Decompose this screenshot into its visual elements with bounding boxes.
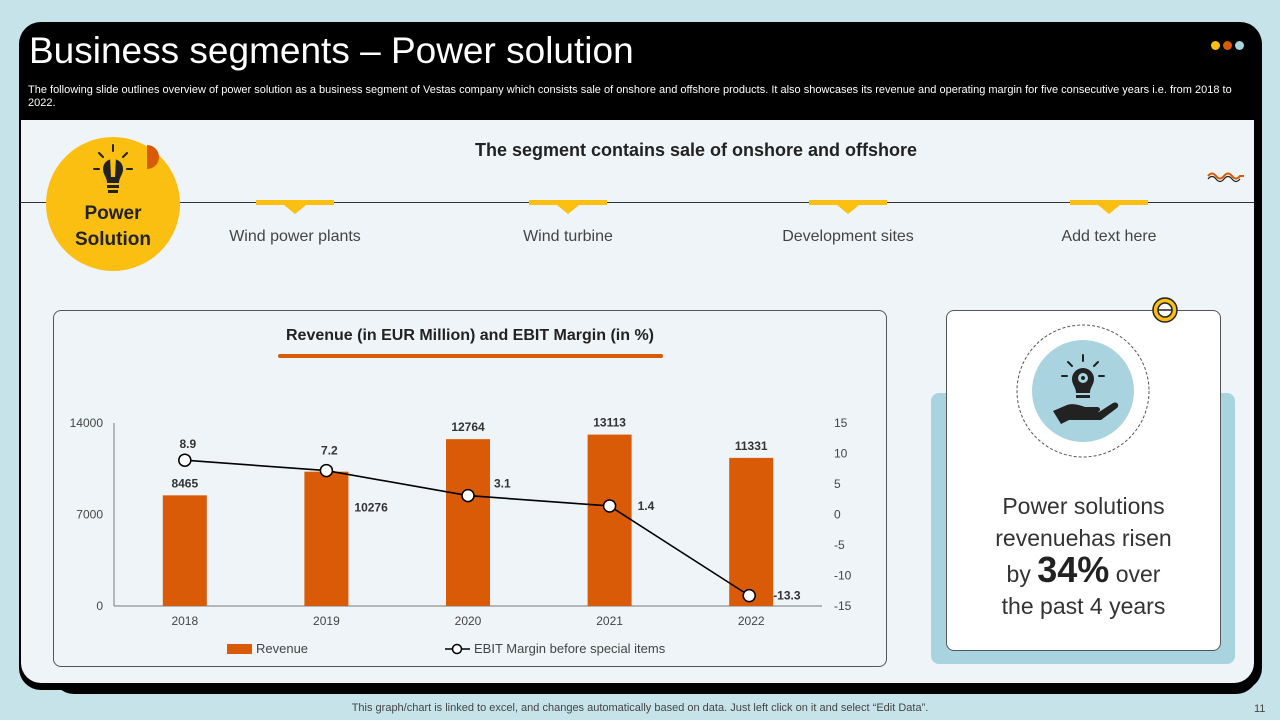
power-solution-label: Power Solution xyxy=(46,201,180,253)
segment-marker-icon xyxy=(809,200,887,214)
callout-line-2: revenuehas risen xyxy=(995,525,1172,551)
revenue-bar xyxy=(729,457,774,606)
y-right-tick-label: 0 xyxy=(834,508,841,522)
ebit-margin-point xyxy=(319,463,334,478)
revenue-bar xyxy=(162,495,207,606)
pen-bulb-icon xyxy=(93,144,133,193)
segment-item-label: Development sites xyxy=(782,228,914,245)
ebit-data-label: 1.4 xyxy=(638,499,655,513)
segment-item: Add text here xyxy=(1009,200,1209,246)
revenue-chart-panel[interactable]: Revenue (in EUR Million) and EBIT Margin… xyxy=(53,310,887,667)
ebit-data-label: 7.2 xyxy=(321,444,338,458)
legend-ebit-marker xyxy=(451,643,463,655)
segment-marker-icon xyxy=(1070,200,1148,214)
segment-marker-icon xyxy=(529,200,607,214)
segment-item: Wind power plants xyxy=(195,200,395,246)
segment-item-label: Wind turbine xyxy=(523,228,613,245)
slide-title: Business segments – Power solution xyxy=(29,30,634,71)
x-tick-label: 2021 xyxy=(596,614,623,628)
x-tick-label: 2022 xyxy=(738,614,765,628)
y-right-tick-label: -15 xyxy=(834,599,852,613)
dot-icon xyxy=(1235,41,1244,50)
callout-line-3: by 34% over xyxy=(947,552,1220,590)
y-right-tick-label: -10 xyxy=(834,569,852,583)
pin-icon xyxy=(1152,297,1178,323)
segment-heading: The segment contains sale of onshore and… xyxy=(474,140,918,160)
x-tick-label: 2018 xyxy=(171,614,198,628)
decorative-dots xyxy=(1211,41,1244,50)
legend-revenue-swatch xyxy=(227,644,252,654)
segment-item: Wind turbine xyxy=(468,200,668,246)
y-right-tick-label: -5 xyxy=(834,538,845,552)
footer-note: This graph/chart is linked to excel, and… xyxy=(351,702,929,714)
revenue-growth-callout: Power solutions revenuehas risen by 34% … xyxy=(947,490,1220,622)
slide-subtitle: The following slide outlines overview of… xyxy=(28,84,1232,109)
y-left-tick-label: 14000 xyxy=(70,416,104,430)
callout-by: by xyxy=(1006,561,1031,587)
callout-over: over xyxy=(1115,561,1161,587)
revenue-bar xyxy=(587,434,632,606)
ebit-data-label: 3.1 xyxy=(494,477,511,491)
ebit-margin-point xyxy=(742,588,756,603)
y-left-tick-label: 0 xyxy=(96,599,103,613)
ebit-margin-point xyxy=(461,488,475,503)
x-tick-label: 2019 xyxy=(313,614,340,628)
squiggle-icon xyxy=(1207,172,1244,183)
dot-icon xyxy=(1211,41,1220,50)
x-tick-label: 2020 xyxy=(455,614,482,628)
y-right-tick-label: 5 xyxy=(834,477,841,491)
page-number: 11 xyxy=(1254,703,1266,715)
segment-item-label: Add text here xyxy=(1061,228,1157,245)
revenue-data-label: 13113 xyxy=(593,416,626,430)
revenue-data-label: 10276 xyxy=(354,501,388,515)
y-right-tick-label: 10 xyxy=(834,447,848,461)
segment-marker-icon xyxy=(256,200,334,214)
legend-ebit-label: EBIT Margin before special items xyxy=(474,641,666,656)
chart-title-underline xyxy=(278,354,663,358)
y-right-tick-label: 15 xyxy=(834,416,848,430)
combo-chart: 0 7000 14000 15 10 5 0 -5 -10 -15 2018 2019 2020 2021… xyxy=(70,416,852,656)
segment-item-label: Wind power plants xyxy=(229,228,361,245)
chart-title: Revenue (in EUR Million) and EBIT Margin… xyxy=(285,327,654,344)
revenue-data-label: 11331 xyxy=(735,439,768,453)
ebit-data-label: -13.3 xyxy=(773,589,801,603)
idea-hand-icon xyxy=(1016,324,1150,458)
y-left-tick-label: 7000 xyxy=(76,508,103,522)
revenue-bar xyxy=(304,471,349,606)
dot-icon xyxy=(1223,41,1232,50)
callout-line-4: the past 4 years xyxy=(1001,593,1166,619)
revenue-data-label: 12764 xyxy=(451,420,485,434)
badge-line-1: Power xyxy=(84,203,142,224)
callout-line-1: Power solutions xyxy=(1002,493,1165,519)
ebit-margin-point xyxy=(602,499,617,513)
ebit-margin-point xyxy=(178,453,192,467)
badge-arc-icon xyxy=(147,145,159,169)
segment-divider-line xyxy=(20,202,1254,203)
legend-revenue-label: Revenue xyxy=(256,641,308,656)
badge-line-2: Solution xyxy=(75,229,151,250)
segment-item: Development sites xyxy=(748,200,948,246)
ebit-data-label: 8.9 xyxy=(179,437,196,451)
revenue-data-label: 8465 xyxy=(171,476,198,490)
revenue-bar xyxy=(446,439,490,606)
growth-percentage: 34% xyxy=(1037,549,1110,590)
